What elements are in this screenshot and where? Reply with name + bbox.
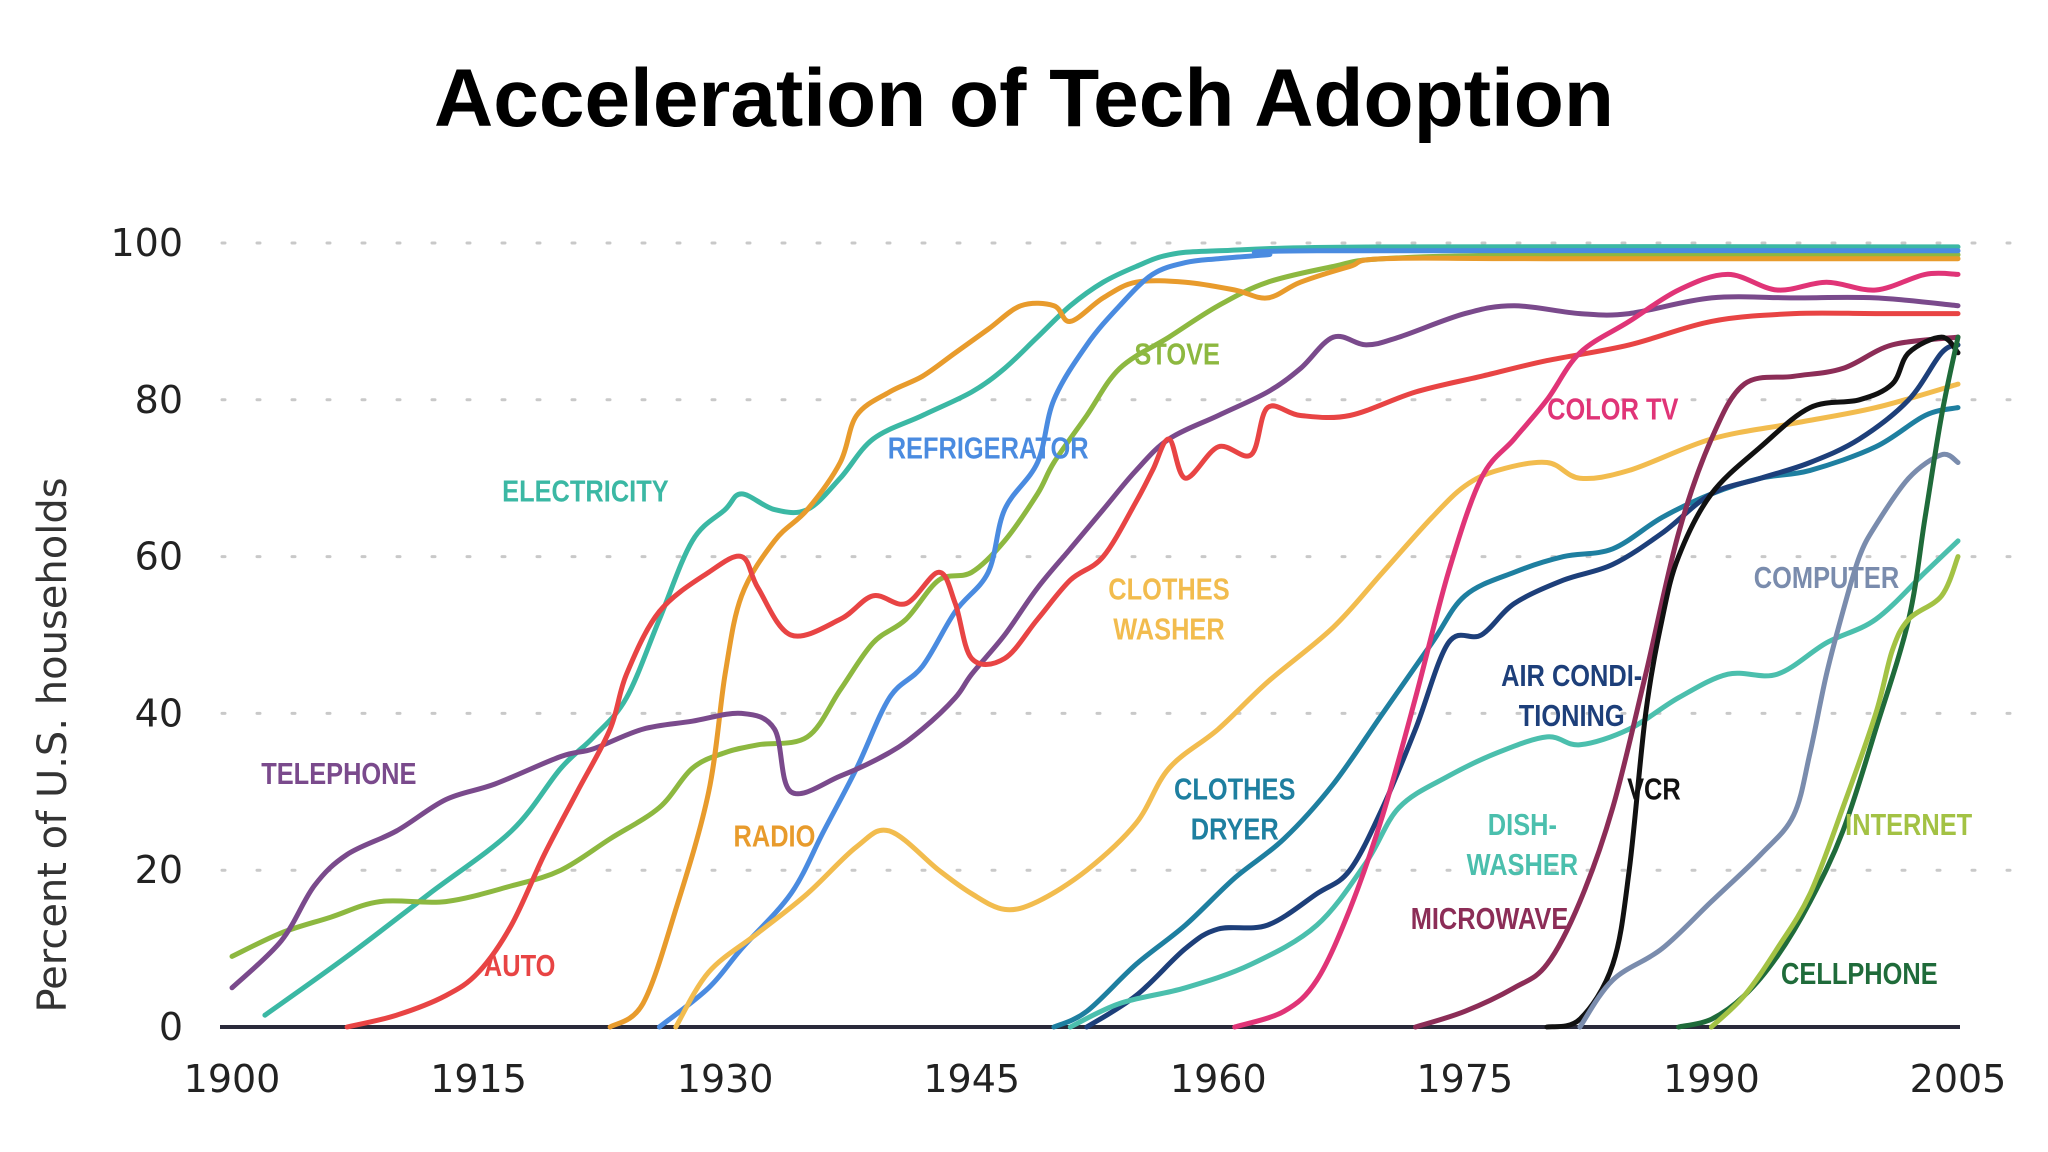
series-label-refrigerator: REFRIGERATOR bbox=[888, 431, 1089, 466]
series-label-telephone: TELEPHONE bbox=[261, 757, 416, 792]
series-line-stove bbox=[229, 251, 1961, 959]
x-tick-label: 2005 bbox=[1910, 1057, 2007, 1101]
series-line-radio bbox=[607, 255, 1961, 1030]
grid-lines bbox=[220, 241, 2032, 872]
series-label-microwave: MICROWAVE bbox=[1411, 902, 1569, 937]
series-label-vcr: VCR bbox=[1627, 772, 1681, 807]
series-line-air-condi-tioning bbox=[1084, 342, 1961, 1030]
y-axis-title: Percent of U.S. households bbox=[30, 477, 76, 1012]
series-labels: TELEPHONE ELECTRICITY STOVE REFRIGERATOR RAD… bbox=[261, 337, 1972, 991]
x-tick-label: 1960 bbox=[1170, 1057, 1267, 1101]
series-label-air-condi-tioning: AIR CONDI-TIONING bbox=[1501, 659, 1642, 734]
series-line-vcr bbox=[1544, 334, 1961, 1030]
y-tick-label: 80 bbox=[135, 378, 183, 422]
x-tick-label: 1975 bbox=[1416, 1057, 1513, 1101]
series-label-dish-washer: DISH-WASHER bbox=[1467, 808, 1579, 883]
series-line-clothes-washer bbox=[673, 381, 1961, 1030]
x-tick-label: 1945 bbox=[923, 1057, 1020, 1101]
series-label-clothes-washer: CLOTHES WASHER bbox=[1108, 572, 1229, 647]
chart-title: Acceleration of Tech Adoption bbox=[434, 53, 1614, 144]
series-label-computer: COMPUTER bbox=[1754, 561, 1899, 596]
series-line-auto bbox=[344, 310, 1961, 1030]
x-tick-label: 1930 bbox=[677, 1057, 774, 1101]
series-label-stove: STOVE bbox=[1134, 337, 1220, 372]
series-label-auto: AUTO bbox=[484, 949, 556, 984]
series-line-telephone bbox=[229, 294, 1961, 991]
series-line-clothes-dryer bbox=[1051, 405, 1961, 1030]
x-tick-label: 1900 bbox=[184, 1057, 281, 1101]
series-label-radio: RADIO bbox=[734, 819, 816, 854]
series-line-refrigerator bbox=[656, 248, 1961, 1030]
x-tick-label: 1915 bbox=[430, 1057, 527, 1101]
y-tick-label: 0 bbox=[159, 1005, 183, 1049]
x-tick-label: 1990 bbox=[1663, 1057, 1760, 1101]
series-label-electricity: ELECTRICITY bbox=[502, 474, 669, 509]
series-line-internet bbox=[1708, 554, 1961, 1030]
y-tick-label: 20 bbox=[135, 848, 183, 892]
axes: 0 20 40 60 80 100 1900 1915 1930 1945 1960 1975 1990… bbox=[110, 221, 2006, 1101]
series-lines bbox=[229, 244, 1961, 1030]
series-line-dish-washer bbox=[1067, 538, 1961, 1030]
series-label-cellphone: CELLPHONE bbox=[1781, 957, 1938, 992]
y-tick-label: 40 bbox=[135, 691, 183, 735]
y-tick-label: 60 bbox=[135, 535, 183, 579]
series-line-electricity bbox=[262, 244, 1961, 1018]
y-tick-label: 100 bbox=[110, 221, 183, 265]
series-line-color-tv bbox=[1232, 270, 1961, 1030]
series-line-computer bbox=[1577, 451, 1961, 1030]
series-label-clothes-dryer: CLOTHES DRYER bbox=[1174, 772, 1295, 847]
series-label-internet: INTERNET bbox=[1845, 808, 1972, 843]
series-line-microwave bbox=[1413, 334, 1961, 1030]
series-label-color-tv: COLOR TV bbox=[1547, 392, 1678, 427]
series-line-cellphone bbox=[1676, 334, 1961, 1030]
